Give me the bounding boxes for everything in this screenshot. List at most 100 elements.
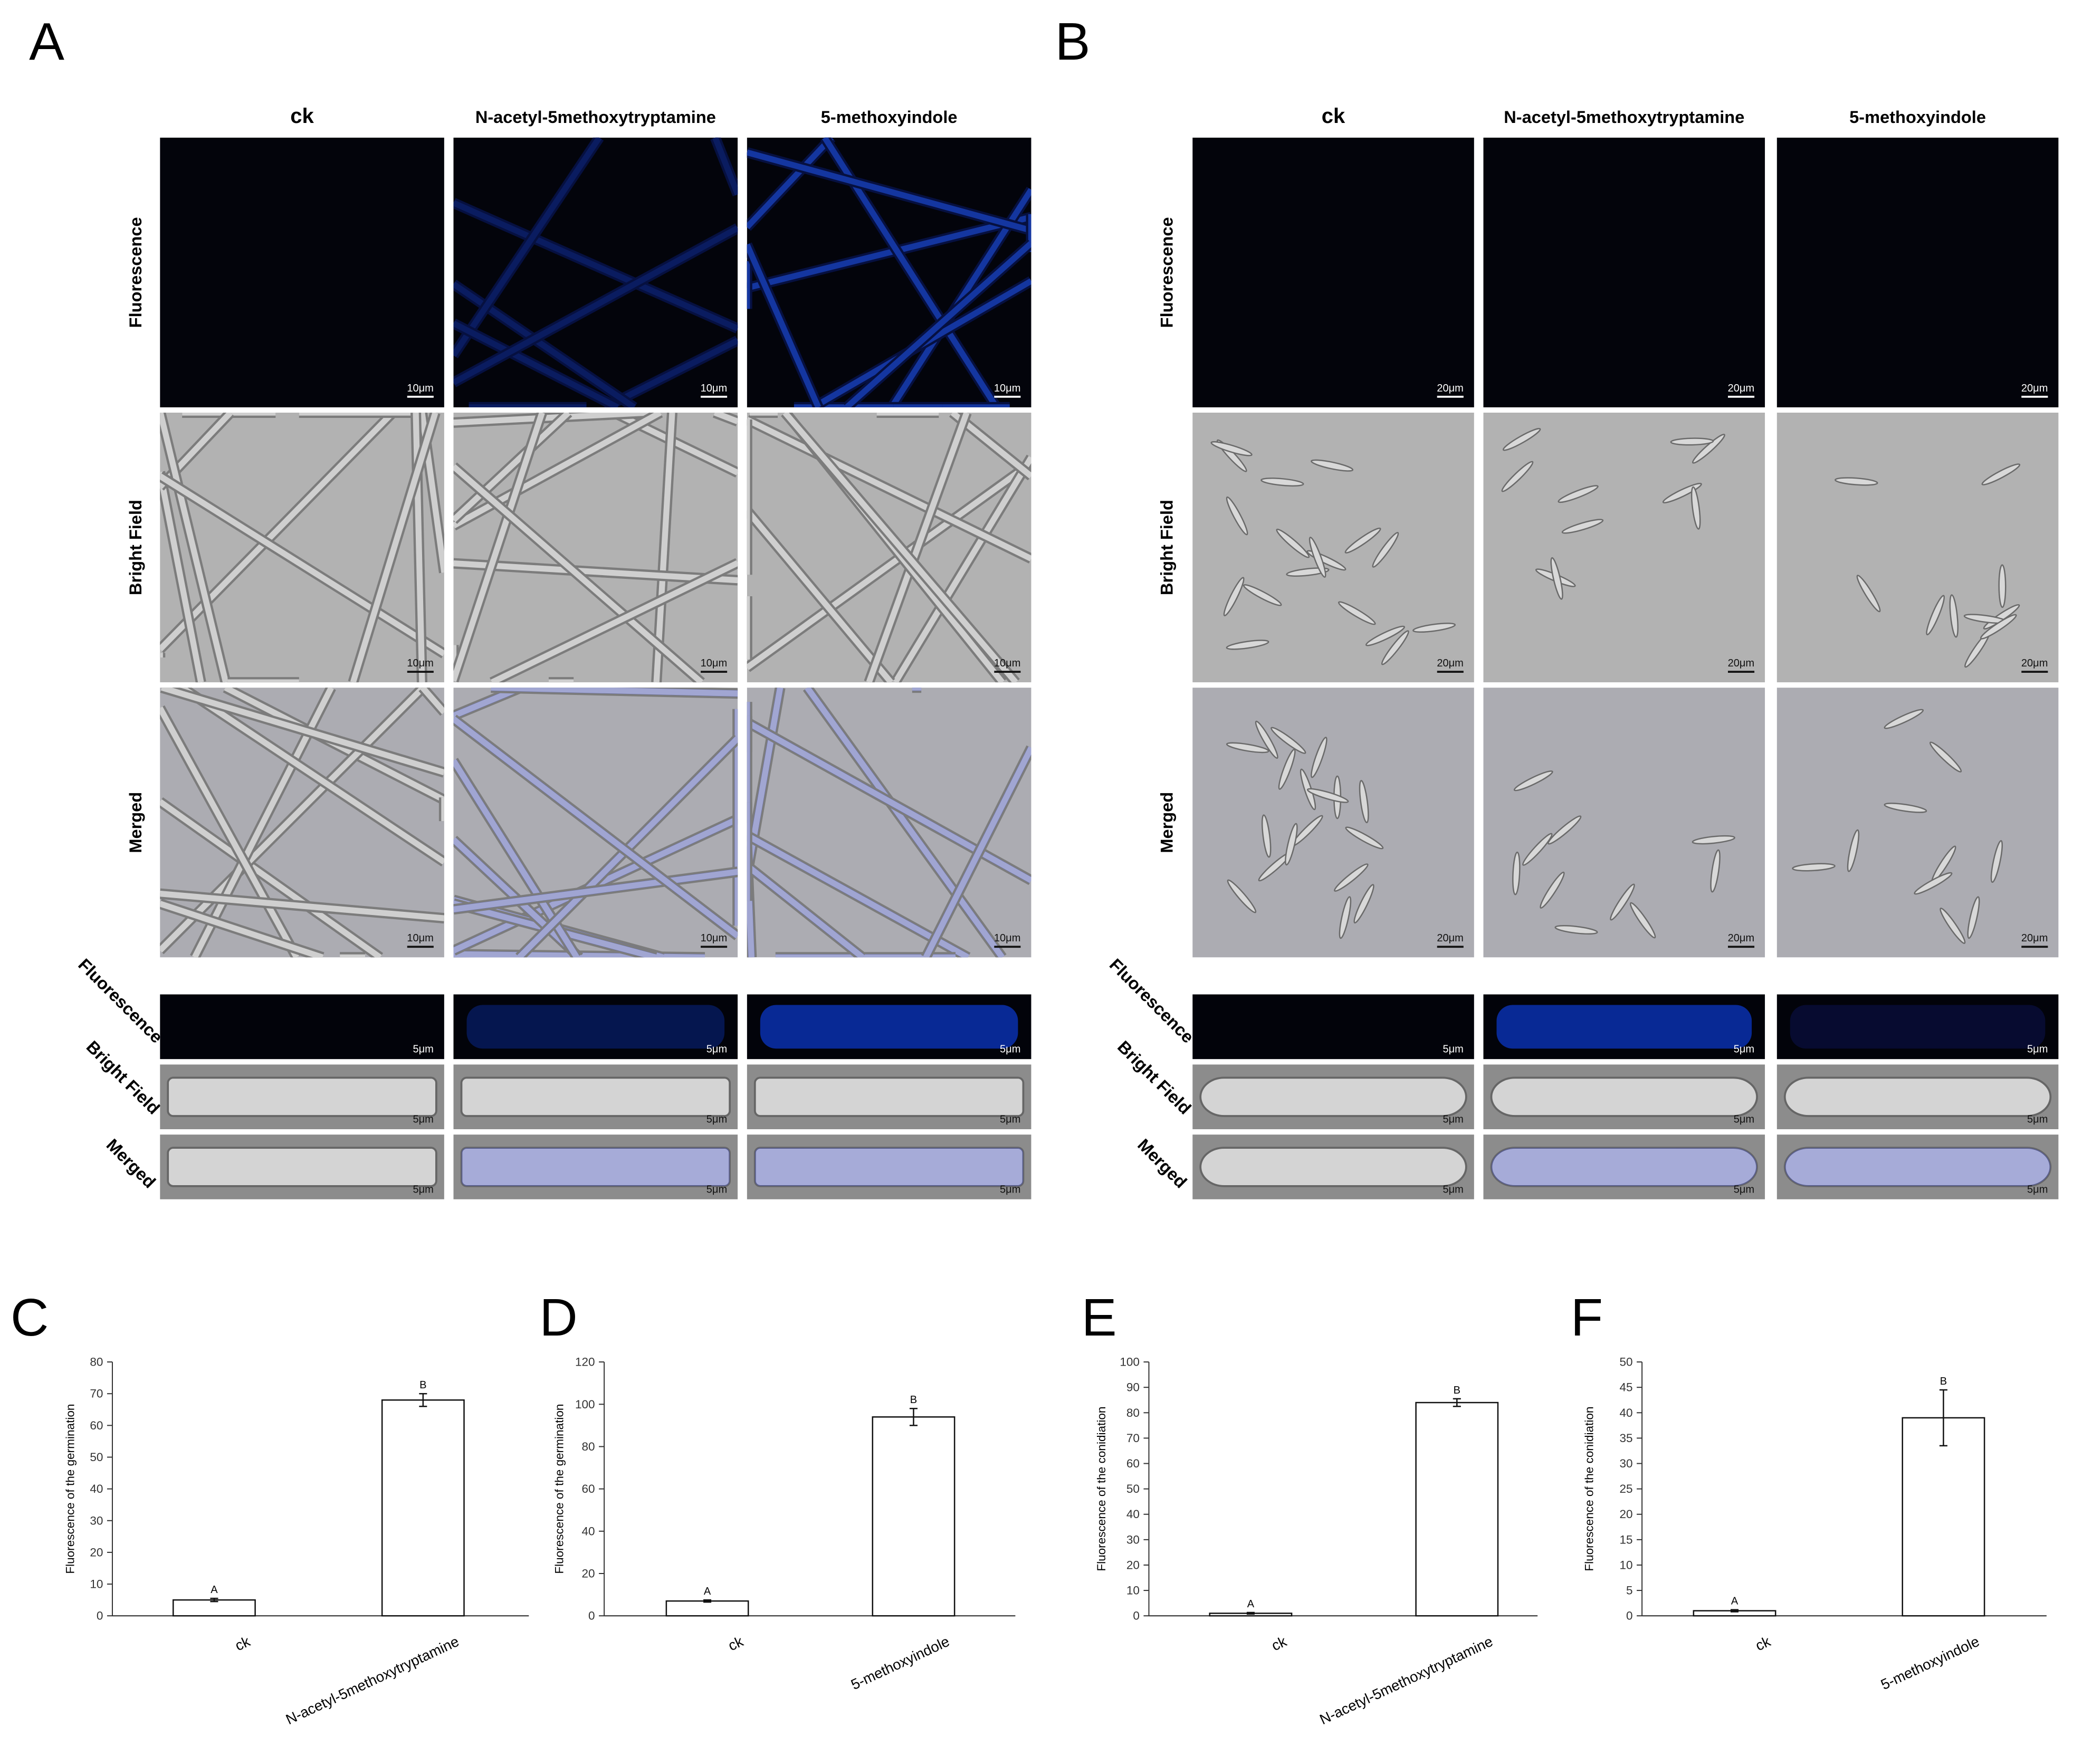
strip-row-label: Fluorescence [74,955,166,1047]
conidium [1365,625,1406,646]
y-tick-label: 120 [575,1356,595,1369]
hypha-core [747,508,894,683]
x-tick-label: 5-methoxyindole [1878,1633,1982,1693]
hypha-core [453,137,602,357]
hypha-core [350,412,438,683]
conidium [1835,477,1878,486]
strip-row-label: Bright Field [1114,1037,1195,1118]
tile-group [1192,137,1474,407]
strip-micrograph [1192,994,1474,1060]
cell [1783,1147,2052,1187]
hypha-signal [747,863,865,958]
row-label: Fluorescence [1158,217,1177,328]
bar [1415,1401,1499,1617]
scale-bar-label: 10μm [407,383,434,394]
y-tick-label: 80 [90,1356,103,1369]
y-tick-label: 10 [1126,1584,1140,1597]
row-label: Fluorescence [126,217,145,328]
tile-group [747,994,1031,1060]
tile-group [160,412,444,683]
cell [1783,1076,2052,1117]
conidium [1792,863,1836,872]
panel-label: B [1055,12,1091,71]
scale-bar-label: 5μm [706,1114,727,1126]
conidium [1554,925,1598,935]
conidium [1226,640,1269,650]
conidium [1561,519,1604,534]
scale-bar-label: 5μm [2027,1114,2048,1126]
cell [753,1076,1025,1117]
micrograph [160,137,444,407]
micrograph [1192,412,1474,683]
y-tick-label: 50 [90,1451,103,1464]
scale-bar-label: 5μm [1442,1044,1463,1055]
conidium [1540,871,1565,909]
tile-group [453,688,738,958]
significance-letter: B [419,1379,426,1391]
conidium [1226,742,1269,754]
scale-bar-label: 5μm [1000,1184,1020,1195]
y-tick-label: 20 [90,1546,103,1559]
scale-bar-label: 20μm [1437,932,1464,944]
y-tick-label: 80 [1126,1406,1140,1419]
cell [753,1147,1025,1187]
hypha-core [453,225,738,386]
conidium [1512,851,1521,895]
y-tick-label: 45 [1619,1381,1632,1394]
tile-group [1776,688,2059,958]
scale-bar-label: 5μm [2027,1184,2048,1195]
cell [1199,1076,1467,1117]
hypha-signal [491,688,738,697]
conidium [1981,463,2021,485]
hypha-signal [923,746,1031,958]
hypha-core [160,688,444,776]
scale-bar-label: 5μm [413,1184,434,1195]
panel-label: D [539,1288,577,1347]
tile-group [1192,994,1474,1060]
y-tick-label: 40 [581,1524,595,1538]
conidium [1884,803,1927,813]
y-tick-label: 20 [1126,1558,1140,1571]
hypha-core [747,417,1031,561]
conidium [1980,614,2017,640]
conidium [1547,815,1582,845]
tile-group [1483,1064,1765,1130]
y-tick-label: 0 [588,1609,595,1623]
scale-bar-label: 10μm [994,383,1021,394]
y-tick-label: 40 [1126,1508,1140,1521]
hypha-core [747,688,784,877]
conidium [1502,427,1541,451]
tile-group [747,137,1031,407]
conidium [1210,441,1253,456]
column-header: 5-methoxyindole [821,108,958,127]
hypha-core [160,799,382,958]
scale-bar-label: 5μm [706,1044,727,1055]
conidium [1610,883,1635,921]
tile-group [453,137,738,407]
cell-signal [754,1148,1024,1186]
hypha-core [453,412,571,522]
row-label: Bright Field [1158,500,1177,595]
y-axis-label: Fluorescence of the germination [63,1404,77,1574]
hypha-core [160,473,444,656]
hypha-core [453,464,704,683]
hypha-signal [453,869,738,913]
hypha-core [453,412,662,529]
hypha-core [747,243,821,407]
conidium [1692,433,1725,464]
panel-label: E [1082,1288,1117,1347]
tile-group [1776,1064,2059,1130]
y-axis-label: Fluorescence of the conidiation [1095,1407,1108,1571]
y-tick-label: 100 [1120,1356,1140,1369]
conidium [1227,879,1257,913]
conidium [1847,829,1860,872]
conidium [1286,567,1330,577]
x-tick-label: ck [725,1633,746,1654]
conidium [1308,537,1326,578]
x-tick-label: N-acetyl-5methoxytryptamine [1317,1633,1495,1728]
conidium [1255,720,1278,759]
conidium [1967,896,1980,939]
scale-bar-label: 5μm [1442,1184,1463,1195]
micrograph [1192,137,1474,407]
row-label: Bright Field [126,500,145,595]
